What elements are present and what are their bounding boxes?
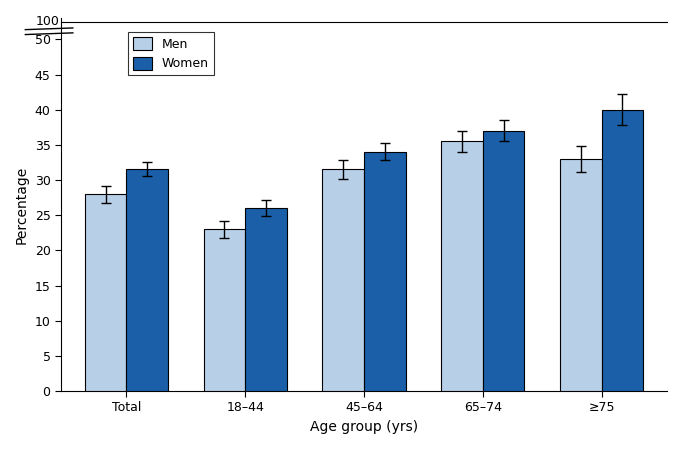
Bar [323, 169, 364, 391]
Bar [602, 110, 643, 391]
Bar [364, 152, 406, 391]
Legend: Men, Women: Men, Women [128, 32, 213, 75]
Text: 100: 100 [36, 15, 60, 28]
Bar [126, 169, 168, 391]
Bar [203, 229, 245, 391]
Bar [560, 159, 602, 391]
Bar [483, 131, 524, 391]
X-axis label: Age group (yrs): Age group (yrs) [310, 420, 418, 434]
Bar [441, 141, 483, 391]
Y-axis label: Percentage: Percentage [15, 166, 29, 244]
Bar [245, 208, 286, 391]
Bar [85, 194, 126, 391]
